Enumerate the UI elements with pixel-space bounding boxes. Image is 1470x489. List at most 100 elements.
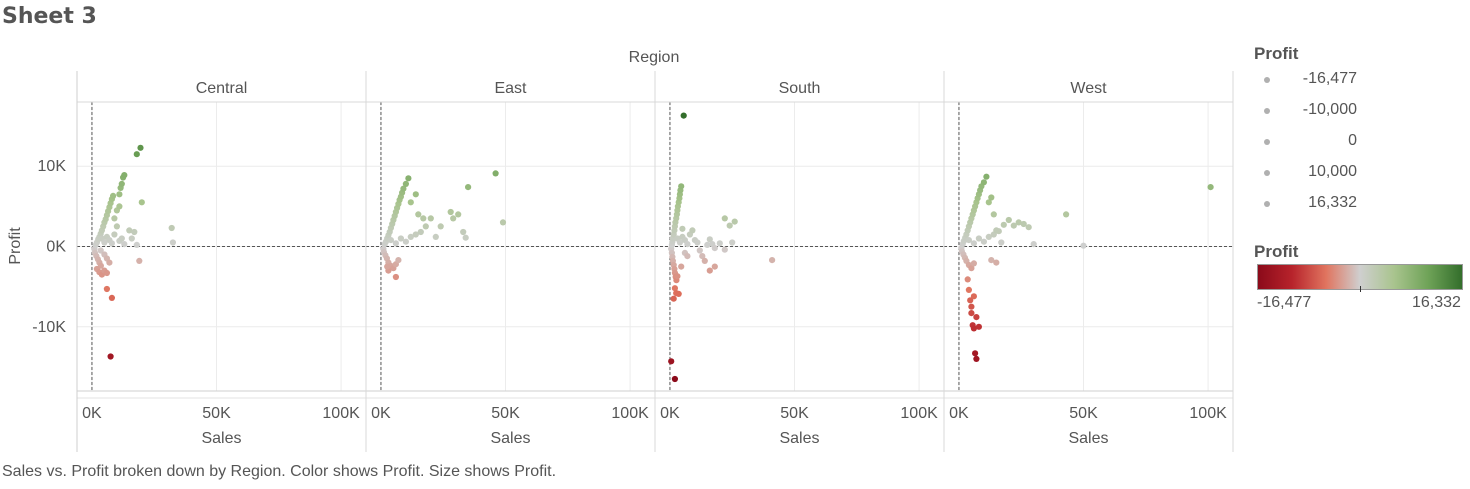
data-point <box>675 290 682 297</box>
data-point <box>684 241 691 248</box>
size-legend-item: 10,000 <box>1262 163 1357 183</box>
panel-header-south: South <box>779 80 821 97</box>
size-legend-label: -16,477 <box>1302 70 1357 87</box>
data-point <box>455 211 462 218</box>
data-point <box>998 239 1005 246</box>
x-tick-label: 0K <box>949 405 969 422</box>
x-axis-title: Sales <box>201 430 241 447</box>
data-point <box>402 238 409 245</box>
data-point <box>985 233 992 240</box>
data-point <box>108 240 115 247</box>
data-point <box>1207 184 1214 191</box>
data-point <box>499 219 507 226</box>
size-legend-title: Profit <box>1254 44 1299 63</box>
x-tick-label: 0K <box>660 405 680 422</box>
data-point <box>684 253 691 260</box>
data-point <box>118 235 125 242</box>
data-point <box>116 191 123 198</box>
data-point <box>126 227 133 234</box>
data-point <box>699 253 706 260</box>
data-point <box>103 269 110 277</box>
data-point <box>168 224 175 232</box>
panel-south: South 0K 50K 100K Sales <box>655 80 944 447</box>
size-legend-label: -10,000 <box>1302 101 1357 118</box>
y-tick-label: 10K <box>38 158 67 175</box>
y-axis-title: Profit <box>7 227 24 265</box>
size-legend-dot <box>1264 170 1270 176</box>
data-point <box>420 215 427 222</box>
sheet-title: Sheet 3 <box>2 4 97 29</box>
data-point <box>128 235 135 242</box>
size-legend-item: 0 <box>1262 132 1357 152</box>
data-point <box>384 263 391 270</box>
data-point <box>118 180 125 187</box>
data-point <box>985 199 992 206</box>
data-point <box>769 257 776 264</box>
data-point <box>133 151 140 158</box>
data-point <box>980 179 988 186</box>
x-tick-label: 50K <box>780 405 809 422</box>
data-point <box>1020 220 1027 228</box>
size-legend-item: -10,000 <box>1262 101 1357 121</box>
data-point <box>965 286 973 293</box>
data-point <box>721 246 728 253</box>
x-axis-title: Sales <box>779 430 819 447</box>
data-point <box>492 170 499 177</box>
panel-east: East 0K 50K 100K Sales <box>366 80 655 447</box>
data-point <box>108 294 115 301</box>
data-point <box>674 273 681 280</box>
x-tick-label: 50K <box>1069 405 1098 422</box>
data-point <box>131 228 138 236</box>
data-point <box>678 263 685 270</box>
x-tick-label: 100K <box>611 405 649 422</box>
data-point <box>983 173 990 180</box>
panel-header-central: Central <box>196 80 248 97</box>
panel-west: West 0K 50K 100K Sales <box>944 80 1233 447</box>
color-legend-title: Profit <box>1254 242 1299 261</box>
data-point <box>462 234 469 241</box>
data-point <box>729 239 736 246</box>
data-point <box>137 144 144 151</box>
data-point <box>988 257 995 264</box>
color-legend-bar <box>1257 264 1463 290</box>
data-point <box>412 231 419 238</box>
data-point <box>111 215 118 222</box>
data-point <box>671 285 679 292</box>
data-point <box>97 247 104 254</box>
data-point <box>427 215 434 222</box>
data-point <box>1063 211 1070 218</box>
data-point <box>968 310 975 317</box>
data-point <box>975 235 983 242</box>
x-tick-label: 0K <box>82 405 102 422</box>
data-point <box>405 175 412 182</box>
data-point <box>110 192 117 199</box>
size-legend-dot <box>1264 139 1270 145</box>
data-point <box>689 227 696 234</box>
data-point <box>676 239 684 246</box>
data-point <box>133 241 140 248</box>
data-point <box>972 350 979 357</box>
data-point <box>1025 224 1032 231</box>
data-point <box>680 112 687 119</box>
data-point <box>711 245 718 252</box>
data-point <box>694 239 701 246</box>
data-point <box>116 203 123 210</box>
panel-central: Central 0K 50K 100K Sales <box>77 80 366 447</box>
x-axis-title: Sales <box>490 430 530 447</box>
data-point <box>1010 222 1017 229</box>
region-header: Region <box>629 49 680 66</box>
data-point <box>392 273 399 281</box>
size-legend-dot <box>1264 201 1270 207</box>
data-point <box>980 238 988 245</box>
data-point <box>412 191 419 198</box>
data-point <box>988 194 995 201</box>
data-point <box>968 303 975 310</box>
data-point <box>965 237 973 244</box>
data-point <box>967 297 974 304</box>
data-point <box>1000 221 1007 228</box>
data-point <box>432 233 439 240</box>
data-point <box>437 223 444 230</box>
data-point <box>993 227 1000 234</box>
color-legend-min-label: -16,477 <box>1257 294 1312 311</box>
data-point <box>450 215 457 222</box>
